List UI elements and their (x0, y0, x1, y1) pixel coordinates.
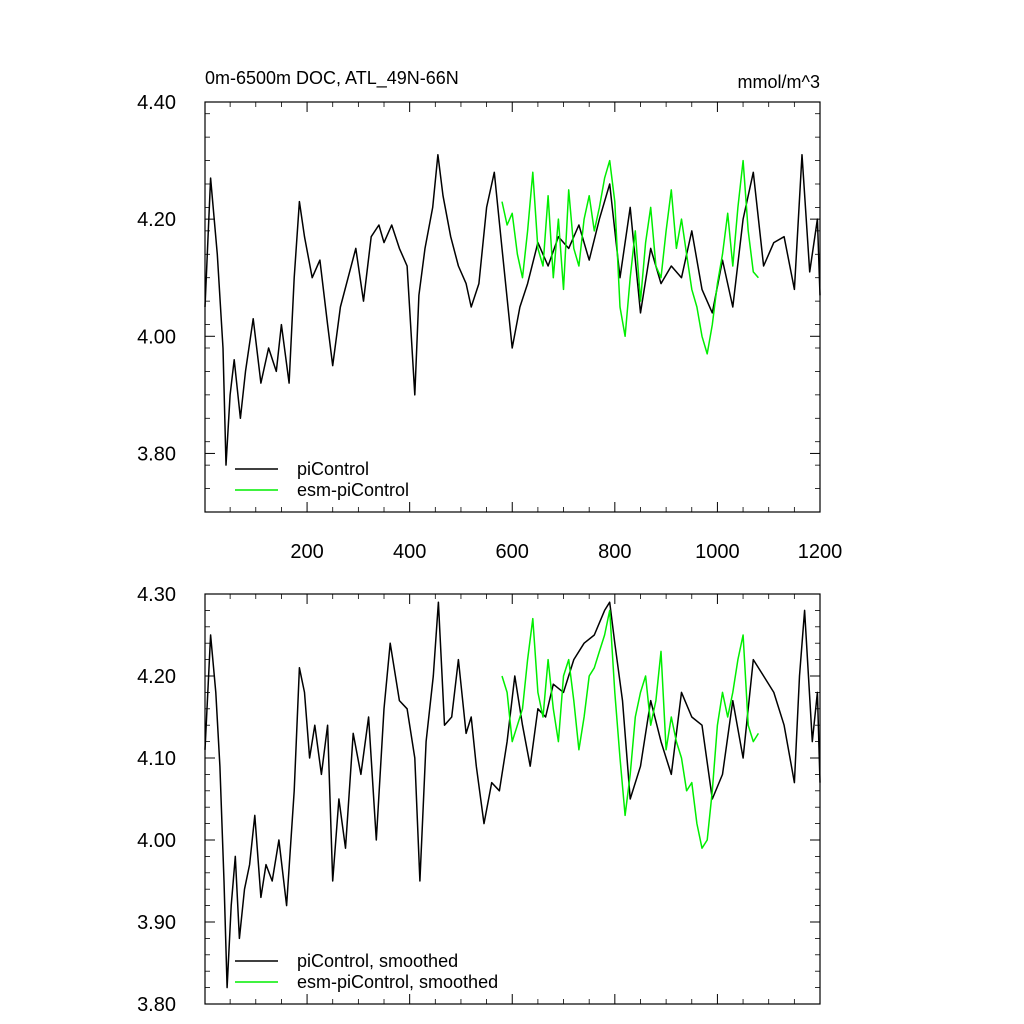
top-x-tick-label: 200 (290, 541, 323, 563)
top-series-layer (204, 153, 821, 466)
legend-label-picontrol: piControl (297, 459, 369, 479)
bottom-y-tick-label: 3.90 (137, 912, 176, 934)
bottom-y-tick-label: 4.00 (137, 830, 176, 852)
bottom-tick-layer: 3.80 3.90 4.00 4.10 4.20 4.30 (137, 584, 821, 1016)
top-panel: 0m-6500m DOC, ATL_49N-66N mmol/m^3 3.80 4… (137, 68, 842, 563)
top-y-tick-label: 4.00 (137, 326, 176, 348)
top-panel-title: 0m-6500m DOC, ATL_49N-66N (205, 68, 459, 89)
top-y-tick-label: 4.40 (137, 92, 176, 114)
top-series-line-esm-picontrol (501, 159, 759, 355)
bottom-panel: 3.80 3.90 4.00 4.10 4.20 4.30 piControl, smoo… (137, 584, 821, 1016)
top-tick-layer: 3.80 4.00 4.20 4.40 200 400 600 800 1000 1200 (137, 92, 842, 563)
bottom-legend: piControl, smoothed esm-piControl, smoot… (235, 951, 498, 992)
bottom-y-tick-label: 4.30 (137, 584, 176, 606)
top-x-tick-label: 600 (496, 541, 529, 563)
top-x-tick-label: 400 (393, 541, 426, 563)
top-y-tick-label: 4.20 (137, 209, 176, 231)
bottom-y-tick-label: 3.80 (137, 994, 176, 1016)
top-y-tick-label: 3.80 (137, 443, 176, 465)
top-plot-frame (204, 101, 821, 513)
top-x-tick-label: 800 (598, 541, 631, 563)
legend-label-esm-picontrol-smoothed: esm-piControl, smoothed (297, 972, 498, 992)
top-panel-units: mmol/m^3 (738, 72, 820, 92)
top-series-line-picontrol (204, 153, 821, 466)
top-legend: piControl esm-piControl (235, 459, 409, 500)
top-x-tick-label: 1000 (695, 541, 740, 563)
legend-label-esm-picontrol: esm-piControl (297, 480, 409, 500)
top-x-tick-label: 1200 (798, 541, 843, 563)
bottom-y-tick-label: 4.20 (137, 666, 176, 688)
bottom-series-layer (204, 601, 821, 989)
bottom-plot-frame (204, 593, 821, 1005)
bottom-series-line-esm-picontrol-smoothed (501, 609, 760, 849)
bottom-y-tick-label: 4.10 (137, 748, 176, 770)
bottom-series-line-picontrol-smoothed (204, 601, 821, 989)
legend-label-picontrol-smoothed: piControl, smoothed (297, 951, 458, 971)
